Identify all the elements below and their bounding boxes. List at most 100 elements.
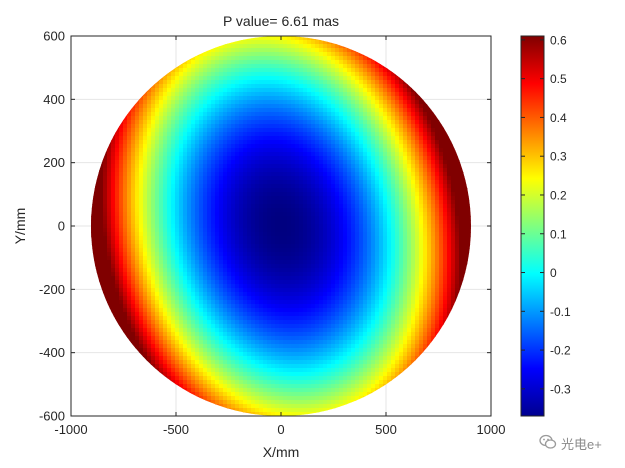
surface-cell bbox=[315, 100, 320, 105]
surface-cell bbox=[151, 144, 156, 149]
surface-cell bbox=[319, 148, 324, 153]
surface-cell bbox=[195, 172, 200, 177]
surface-cell bbox=[419, 156, 424, 161]
surface-cell bbox=[147, 180, 152, 185]
surface-cell bbox=[267, 108, 272, 113]
surface-cell bbox=[227, 176, 232, 181]
surface-cell bbox=[255, 208, 260, 213]
surface-cell bbox=[451, 160, 456, 165]
surface-cell bbox=[271, 88, 276, 93]
surface-cell bbox=[339, 156, 344, 161]
surface-cell bbox=[203, 196, 208, 201]
surface-cell bbox=[415, 100, 420, 105]
surface-cell bbox=[171, 96, 176, 101]
surface-cell bbox=[179, 104, 184, 109]
surface-cell bbox=[391, 144, 396, 149]
surface-cell bbox=[291, 100, 296, 105]
surface-cell bbox=[423, 192, 428, 197]
surface-cell bbox=[179, 176, 184, 181]
surface-cell bbox=[207, 208, 212, 213]
surface-cell bbox=[427, 160, 432, 165]
surface-cell bbox=[375, 136, 380, 141]
surface-cell bbox=[271, 100, 276, 105]
surface-cell bbox=[251, 68, 256, 73]
surface-cell bbox=[375, 108, 380, 113]
surface-cell bbox=[139, 176, 144, 181]
surface-cell bbox=[223, 100, 228, 105]
surface-cell bbox=[131, 208, 136, 213]
surface-cell bbox=[371, 100, 376, 105]
surface-cell bbox=[443, 220, 448, 225]
surface-cell bbox=[291, 132, 296, 137]
surface-cell bbox=[319, 52, 324, 57]
surface-cell bbox=[351, 196, 356, 201]
surface-cell bbox=[323, 172, 328, 177]
surface-cell bbox=[123, 156, 128, 161]
surface-cell bbox=[223, 72, 228, 77]
surface-cell bbox=[259, 164, 264, 169]
surface-cell bbox=[115, 156, 120, 161]
surface-cell bbox=[363, 152, 368, 157]
surface-cell bbox=[235, 144, 240, 149]
surface-cell bbox=[447, 164, 452, 169]
surface-cell bbox=[231, 152, 236, 157]
surface-cell bbox=[263, 204, 268, 209]
surface-cell bbox=[431, 212, 436, 217]
surface-cell bbox=[463, 216, 468, 221]
surface-cell bbox=[179, 180, 184, 185]
surface-cell bbox=[355, 76, 360, 81]
surface-cell bbox=[375, 132, 380, 137]
surface-cell bbox=[251, 60, 256, 65]
surface-cell bbox=[371, 116, 376, 121]
surface-cell bbox=[191, 160, 196, 165]
surface-cell bbox=[175, 204, 180, 209]
surface-cell bbox=[307, 80, 312, 85]
surface-cell bbox=[171, 212, 176, 217]
surface-cell bbox=[199, 116, 204, 121]
surface-cell bbox=[287, 212, 292, 217]
surface-cell bbox=[227, 188, 232, 193]
surface-cell bbox=[219, 72, 224, 77]
surface-cell bbox=[387, 204, 392, 209]
surface-cell bbox=[399, 104, 404, 109]
surface-cell bbox=[215, 208, 220, 213]
surface-cell bbox=[171, 176, 176, 181]
surface-cell bbox=[307, 176, 312, 181]
surface-cell bbox=[295, 48, 300, 53]
surface-cell bbox=[171, 132, 176, 137]
surface-cell bbox=[355, 92, 360, 97]
surface-cell bbox=[175, 128, 180, 133]
surface-cell bbox=[243, 92, 248, 97]
surface-cell bbox=[227, 120, 232, 125]
surface-cell bbox=[131, 144, 136, 149]
surface-cell bbox=[139, 140, 144, 145]
surface-cell bbox=[387, 208, 392, 213]
surface-cell bbox=[275, 168, 280, 173]
surface-cell bbox=[219, 204, 224, 209]
surface-cell bbox=[303, 156, 308, 161]
surface-cell bbox=[179, 72, 184, 77]
surface-cell bbox=[271, 128, 276, 133]
surface-cell bbox=[163, 84, 168, 89]
surface-cell bbox=[135, 104, 140, 109]
surface-cell bbox=[171, 192, 176, 197]
surface-cell bbox=[143, 156, 148, 161]
surface-cell bbox=[295, 208, 300, 213]
surface-cell bbox=[335, 144, 340, 149]
surface-cell bbox=[275, 96, 280, 101]
surface-cell bbox=[307, 152, 312, 157]
surface-cell bbox=[171, 88, 176, 93]
surface-cell bbox=[211, 208, 216, 213]
surface-cell bbox=[347, 100, 352, 105]
surface-cell bbox=[339, 48, 344, 53]
surface-cell bbox=[167, 208, 172, 213]
surface-cell bbox=[319, 152, 324, 157]
surface-cell bbox=[187, 136, 192, 141]
surface-cell bbox=[235, 124, 240, 129]
surface-cell bbox=[119, 212, 124, 217]
surface-cell bbox=[315, 60, 320, 65]
surface-cell bbox=[363, 128, 368, 133]
surface-cell bbox=[179, 216, 184, 221]
surface-cell bbox=[239, 64, 244, 69]
surface-cell bbox=[219, 172, 224, 177]
